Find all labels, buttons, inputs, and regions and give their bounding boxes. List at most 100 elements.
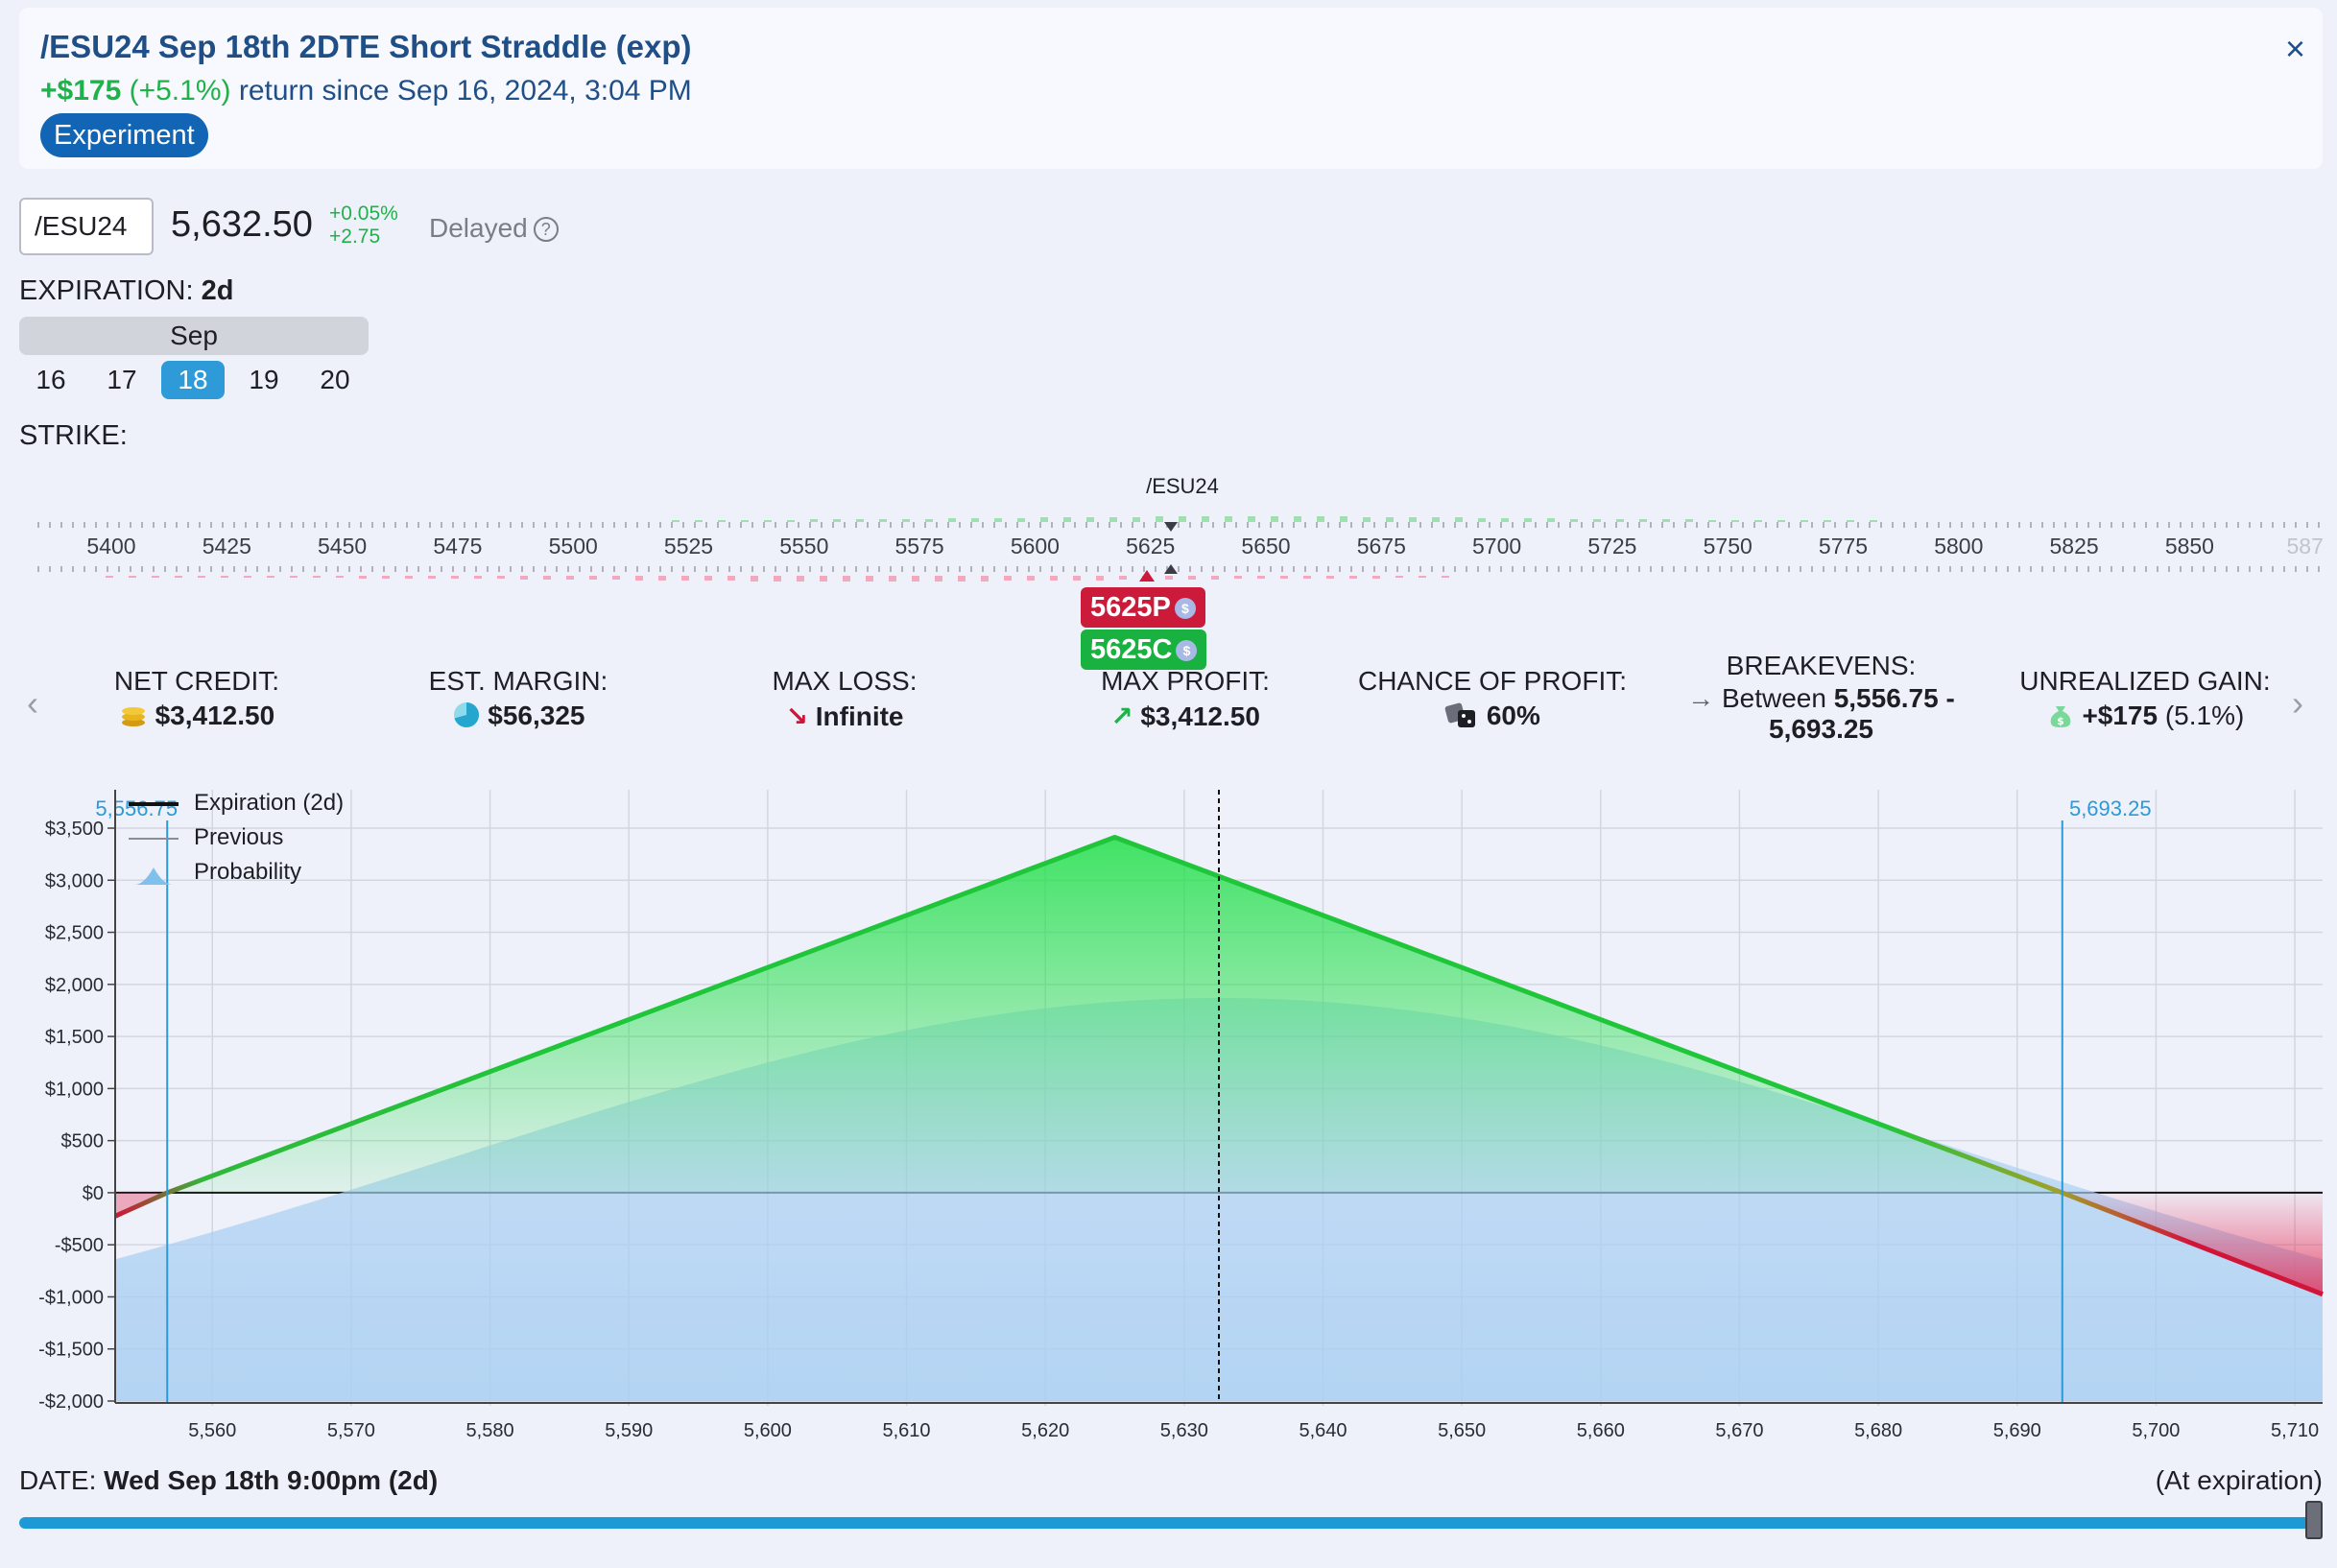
put-volume-bar [1050,576,1058,581]
expiration-label-text: EXPIRATION: [19,275,194,306]
x-tick-label: 5,690 [1993,1420,2041,1441]
put-pointer-icon [1139,570,1155,582]
call-volume-bar [1409,517,1417,522]
expiration-label: EXPIRATION: 2d [19,275,233,307]
strategy-header: /ESU24 Sep 18th 2DTE Short Straddle (exp… [19,8,2323,169]
strike-tick-label[interactable]: 5525 [664,534,713,558]
chance-of-profit-stat: CHANCE OF PROFIT: 60% [1348,666,1636,731]
delayed-indicator[interactable]: Delayed? [429,213,559,244]
strike-tick-label[interactable]: 5825 [2050,534,2099,558]
call-volume-bar [1754,520,1762,522]
underlying-marker-label: /ESU24 [1146,474,1219,498]
put-volume-bar [1211,576,1219,580]
unrealized-gain-percent: (5.1%) [2164,701,2245,730]
max-profit-label: MAX PROFIT: [1101,666,1270,696]
call-volume-bar [1363,517,1371,522]
put-volume-bar [474,576,482,579]
put-volume-bar [359,576,367,579]
put-volume-bar [129,576,136,578]
day-17[interactable]: 17 [107,365,137,394]
return-summary: +$175 (+5.1%) return since Sep 16, 2024,… [40,75,692,107]
help-icon[interactable]: ? [533,217,559,242]
strike-tick-label[interactable]: 5650 [1241,534,1290,558]
call-volume-bar [994,518,1002,522]
chart-legend: Expiration (2d) Previous Probability [125,789,344,892]
put-volume-bar [704,576,712,581]
legend-expiration[interactable]: Expiration (2d) [125,789,344,823]
put-volume-bar [497,576,505,579]
call-volume-bar [1248,516,1255,522]
stats-next-icon[interactable]: › [2292,683,2303,723]
money-bag-icon: $ [2050,706,2070,727]
legend-probability[interactable]: Probability [125,858,344,892]
call-volume-bar [1386,517,1394,522]
x-tick-label: 5,680 [1854,1420,1902,1441]
strike-tick-label[interactable]: 5425 [203,534,251,558]
call-volume-bar [1133,517,1140,522]
strike-tick-label[interactable]: 5500 [549,534,598,558]
est-margin-label: EST. MARGIN: [428,666,608,696]
call-volume-bar [1662,519,1670,522]
put-volume-bar [1326,576,1334,579]
return-amount: +$175 [40,75,122,107]
call-volume-bar [1593,519,1601,522]
unrealized-gain-label: UNREALIZED GAIN: [2019,666,2271,696]
breakevens-prefix: Between [1721,683,1826,713]
strike-tick-label[interactable]: 5550 [779,534,828,558]
symbol-input[interactable]: /ESU24 [19,198,154,255]
call-leg-tag[interactable]: 5625C $ [1081,630,1207,670]
legend-previous[interactable]: Previous [125,823,344,858]
net-credit-label: NET CREDIT: [113,666,280,696]
day-18[interactable]: 18 [161,361,225,399]
date-slider[interactable] [19,1517,2319,1529]
call-volume-bar [1478,518,1486,522]
strike-tick-label[interactable]: 587 [2287,534,2324,558]
put-volume-bar [313,576,321,578]
put-volume-bar [843,576,850,582]
call-volume-bar [764,520,772,522]
strike-ladder[interactable]: 5400 5425 5450 5475 5500 5525 5550 5575 5600 5625… [0,461,2337,590]
strike-tick-label[interactable]: 5625 [1126,534,1175,558]
put-volume-bar [152,576,159,578]
expiration-payoff-line[interactable] [113,834,2324,1297]
x-tick-label: 5,590 [605,1420,653,1441]
strike-tick-label[interactable]: 5675 [1357,534,1406,558]
strike-tick-label[interactable]: 5575 [895,534,944,558]
strike-tick-label[interactable]: 5700 [1472,534,1521,558]
strike-tick-label[interactable]: 5475 [433,534,482,558]
pnl-chart[interactable]: 5,556.75 5,693.25 5,560 5,570 5,580 5,590 5,6… [0,782,2337,1454]
strike-tick-label[interactable]: 5450 [318,534,367,558]
put-volume-bar [635,576,643,581]
max-profit-value-row: ↗ $3,412.50 [1075,701,1296,732]
call-volume-bar [1501,518,1509,522]
put-leg-tag[interactable]: 5625P $ [1081,587,1205,628]
call-volume-bar [1639,519,1647,522]
day-19[interactable]: 19 [249,365,279,394]
close-icon[interactable]: × [2284,29,2305,68]
x-tick-label: 5,650 [1438,1420,1486,1441]
day-20[interactable]: 20 [320,365,350,394]
strike-tick-label[interactable]: 5725 [1587,534,1636,558]
x-tick-label: 5,630 [1160,1420,1208,1441]
strike-tick-label[interactable]: 5600 [1011,534,1060,558]
call-volume-bar [948,518,956,522]
day-16[interactable]: 16 [36,365,66,394]
call-volume-bar [1570,519,1578,522]
strike-tick-label[interactable]: 5750 [1704,534,1753,558]
strike-tick-label[interactable]: 5850 [2165,534,2214,558]
experiment-badge[interactable]: Experiment [40,113,208,157]
strike-tick-label[interactable]: 5800 [1934,534,1983,558]
arrow-right-icon: → [1687,683,1715,713]
put-volume-bar [428,576,436,579]
stats-prev-icon[interactable]: ‹ [27,683,38,723]
strike-tick-label[interactable]: 5775 [1819,534,1868,558]
chance-of-profit-label: CHANCE OF PROFIT: [1357,666,1627,696]
date-slider-handle[interactable] [2305,1501,2323,1539]
call-volume-bar [1017,518,1025,522]
price-change-absolute: +2.75 [329,226,381,248]
underlying-marker-bottom-icon [1164,564,1178,574]
strike-tick-label[interactable]: 5400 [86,534,135,558]
breakevens-label: BREAKEVENS: [1726,651,1917,680]
put-volume-bar [290,576,298,578]
chance-of-profit-value: 60% [1486,701,1540,730]
